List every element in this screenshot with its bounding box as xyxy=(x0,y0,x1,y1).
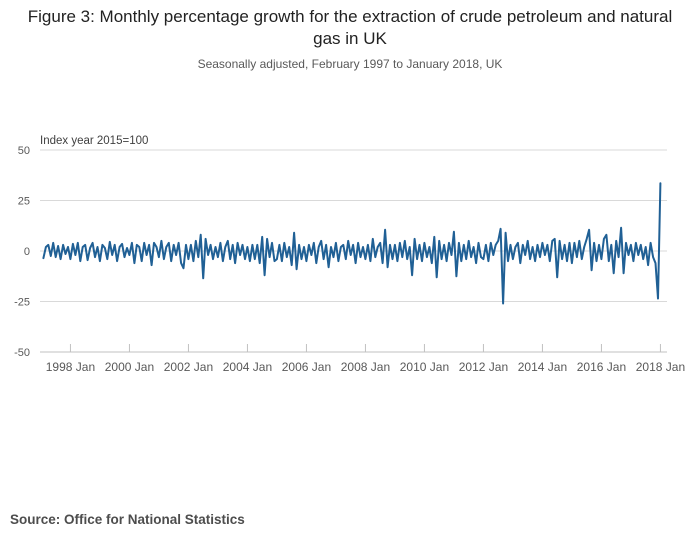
source-note: Source: Office for National Statistics xyxy=(10,512,245,527)
x-tick-label: 1998 Jan xyxy=(46,360,95,374)
figure-subtitle: Seasonally adjusted, February 1997 to Ja… xyxy=(197,57,503,71)
x-tick-label: 2010 Jan xyxy=(400,360,449,374)
y-tick-label--25: -25 xyxy=(14,297,30,309)
x-tick-label: 2006 Jan xyxy=(282,360,331,374)
x-tick-label: 2014 Jan xyxy=(518,360,567,374)
x-tick-label: 2018 Jan xyxy=(636,360,685,374)
figure-title: Figure 3: Monthly percentage growth for … xyxy=(27,7,673,48)
y-axis-unit-label: Index year 2015=100 xyxy=(40,135,149,147)
x-tick-label: 2016 Jan xyxy=(577,360,626,374)
x-tick-label: 2008 Jan xyxy=(341,360,390,374)
y-tick-label--50: -50 xyxy=(14,347,30,359)
x-tick-label: 2002 Jan xyxy=(164,360,213,374)
y-tick-label-25: 25 xyxy=(18,196,30,208)
x-tick-label: 2012 Jan xyxy=(459,360,508,374)
x-tick-label: 2000 Jan xyxy=(105,360,154,374)
y-tick-label-50: 50 xyxy=(18,145,30,157)
y-tick-label-0: 0 xyxy=(24,246,30,258)
line-chart-canvas: 50 25 0 -25 -50 1998 Jan 2000 Jan 2002 Jan 2004 … xyxy=(14,145,685,374)
x-tick-label: 2004 Jan xyxy=(223,360,272,374)
data-series-line xyxy=(42,182,662,305)
